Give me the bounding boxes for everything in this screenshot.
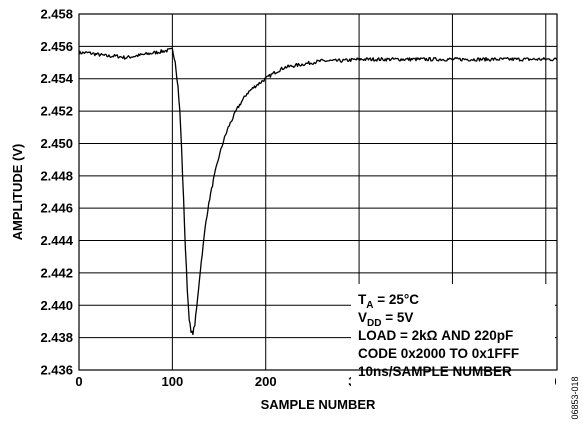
y-tick-label: 2.446 — [40, 201, 73, 216]
y-tick-label: 2.438 — [40, 330, 73, 345]
annotation-line: 10ns/SAMPLE NUMBER — [358, 364, 512, 379]
annotation-line: TA = 25°C — [358, 292, 419, 311]
annotation-line: LOAD = 2kΩ AND 220pF — [358, 328, 513, 343]
x-tick-label: 0 — [75, 374, 82, 389]
x-tick-label: 100 — [162, 374, 184, 389]
plot-frame — [78, 13, 558, 371]
y-tick-label: 2.452 — [40, 104, 73, 119]
series-line — [78, 47, 558, 336]
annotation-line: VDD = 5V — [358, 310, 413, 329]
y-tick-label: 2.454 — [40, 71, 73, 86]
annotation-box — [351, 284, 555, 390]
grid — [79, 14, 557, 370]
annotation-line: CODE 0x2000 TO 0x1FFF — [358, 346, 519, 361]
figure-code: 06853-018 — [570, 376, 580, 419]
x-tick-label: 200 — [255, 374, 277, 389]
x-axis-title: SAMPLE NUMBER — [261, 397, 376, 412]
y-tick-label: 2.440 — [40, 298, 73, 313]
y-tick-label: 2.456 — [40, 39, 73, 54]
y-tick-label: 2.444 — [40, 233, 73, 248]
y-tick-labels: 2.436 2.438 2.440 2.442 2.444 2.446 2.448 2.450… — [40, 7, 73, 378]
y-tick-label: 2.442 — [40, 265, 73, 280]
y-axis-title: AMPLITUDE (V) — [10, 144, 25, 241]
y-tick-label: 2.458 — [40, 7, 73, 22]
y-tick-label: 2.448 — [40, 168, 73, 183]
y-tick-label: 2.450 — [40, 136, 73, 151]
y-tick-label: 2.436 — [40, 363, 73, 378]
